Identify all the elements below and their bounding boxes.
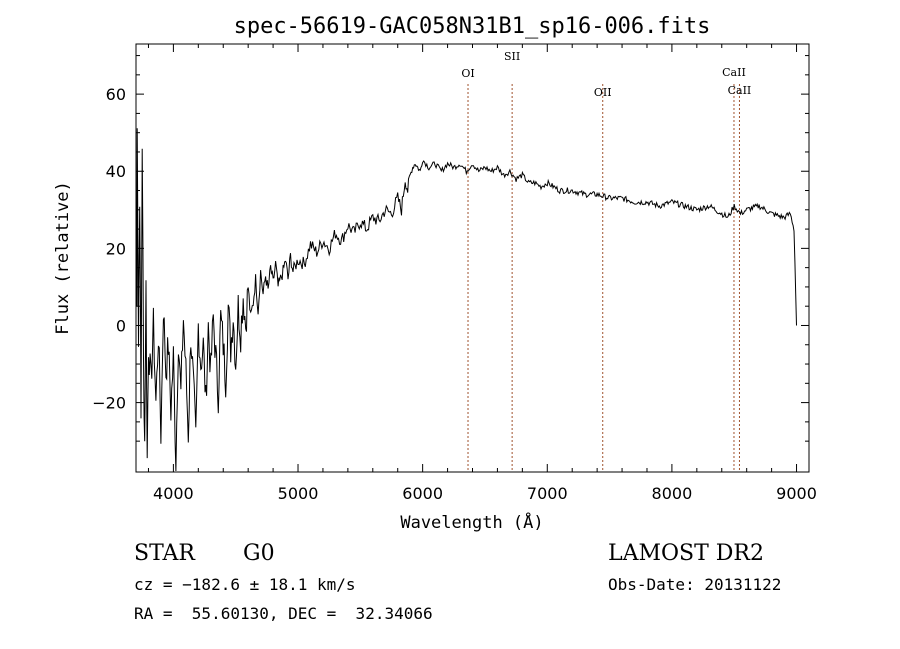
x-tick-label: 5000 xyxy=(278,484,319,503)
plot-frame xyxy=(135,43,810,473)
x-tick-label: 8000 xyxy=(652,484,693,503)
y-tick-label: 60 xyxy=(106,85,126,104)
observation-date: Obs-Date: 20131122 xyxy=(608,575,782,594)
y-tick-label: 0 xyxy=(116,316,126,335)
x-axis-label: Wavelength (Å) xyxy=(400,511,543,533)
line-label: CaII xyxy=(722,66,746,79)
x-tick-label: 7000 xyxy=(527,484,568,503)
y-axis: −20 0 20 40 60 xyxy=(92,55,809,442)
line-label: OII xyxy=(594,86,612,99)
spectral-line-markers: OI SII OII CaII CaII xyxy=(461,50,751,472)
y-tick-label: 40 xyxy=(106,162,126,181)
y-tick-label: 20 xyxy=(106,239,126,258)
spectrum-line xyxy=(136,128,797,472)
x-tick-label: 4000 xyxy=(153,484,194,503)
coordinates: RA = 55.60130, DEC = 32.34066 xyxy=(134,604,433,623)
x-tick-label: 6000 xyxy=(402,484,443,503)
spectrum-chart: spec-56619-GAC058N31B1_sp16-006.fits OI S… xyxy=(53,14,817,533)
line-label: CaII xyxy=(728,84,752,97)
survey-name: LAMOST DR2 xyxy=(608,541,764,566)
line-label: SII xyxy=(504,50,520,63)
object-class: STAR xyxy=(134,541,195,566)
x-axis: 4000 5000 6000 7000 8000 9000 xyxy=(147,44,817,503)
y-axis-label: Flux (relative) xyxy=(53,181,73,335)
y-tick-label: −20 xyxy=(92,394,126,413)
redshift-velocity: cz = −182.6 ± 18.1 km/s xyxy=(134,575,356,594)
x-tick-label: 9000 xyxy=(776,484,817,503)
subclass: G0 xyxy=(243,541,275,566)
line-label: OI xyxy=(461,67,474,80)
chart-title: spec-56619-GAC058N31B1_sp16-006.fits xyxy=(234,14,711,39)
